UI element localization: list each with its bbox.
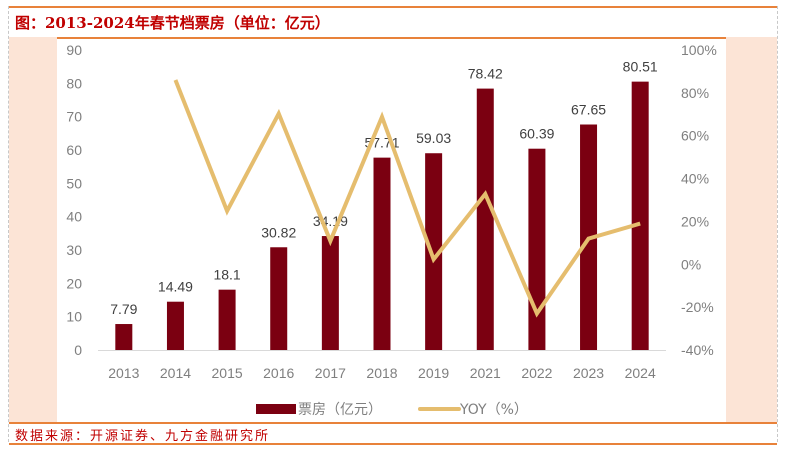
bar-data-label: 18.1 [213, 267, 240, 283]
legend-swatch-bar [256, 404, 296, 414]
x-axis-tick-label: 2019 [418, 365, 449, 381]
frame-border-left [8, 6, 9, 442]
right-axis-tick-label: 80% [681, 85, 709, 101]
bar [115, 324, 133, 350]
left-axis-tick-label: 10 [66, 309, 82, 325]
bar [166, 301, 184, 350]
bar-data-label: 80.51 [623, 59, 658, 75]
source-bar: 数据来源：开源证券、九方金融研究所 [9, 422, 777, 445]
right-axis-ticks: -40% -20% 0% 20% 40% 60% 80% 100% [681, 42, 717, 358]
source-note: 数据来源：开源证券、九方金融研究所 [15, 429, 271, 444]
left-axis-tick-label: 70 [66, 109, 82, 125]
yoy-line [173, 79, 641, 318]
x-axis-tick-label: 2022 [521, 365, 552, 381]
x-axis-tick-label: 2014 [160, 365, 191, 381]
legend: 票房（亿元） YOY（%） [256, 402, 528, 418]
left-axis-tick-label: 60 [66, 142, 82, 158]
right-axis-tick-label: -20% [681, 299, 714, 315]
bar-data-label: 59.03 [416, 130, 451, 146]
right-axis-tick-label: 40% [681, 171, 709, 187]
legend-label-bar: 票房（亿元） [298, 402, 382, 418]
right-axis-tick-label: 20% [681, 213, 709, 229]
bar [528, 148, 546, 350]
bar [631, 81, 649, 350]
bar [425, 153, 443, 350]
chart-title: 图：2013-2024年春节档票房（单位：亿元） [15, 14, 330, 32]
bar [270, 247, 288, 350]
left-axis-tick-label: 20 [66, 275, 82, 291]
x-axis-tick-label: 2023 [573, 365, 604, 381]
bar [373, 157, 391, 350]
bar-series [115, 81, 649, 350]
right-axis-tick-label: 100% [681, 42, 717, 58]
x-axis-tick-label: 2013 [108, 365, 139, 381]
x-axis-tick-label: 2018 [366, 365, 397, 381]
bar-data-label: 14.49 [158, 279, 193, 295]
left-axis-tick-label: 50 [66, 175, 82, 191]
frame-border-right [777, 6, 778, 442]
right-side-panel [726, 37, 777, 422]
bar-data-label: 78.42 [468, 66, 503, 82]
left-axis-tick-label: 30 [66, 242, 82, 258]
x-axis-ticks: 2013 2014 2015 2016 2017 2018 2019 2021 2022 2023… [108, 365, 656, 381]
legend-label-line: YOY（%） [459, 402, 528, 418]
right-axis-tick-label: 60% [681, 128, 709, 144]
x-axis-tick-label: 2016 [263, 365, 294, 381]
title-bar: 图：2013-2024年春节档票房（单位：亿元） [9, 6, 777, 39]
right-axis-tick-label: 0% [681, 256, 701, 272]
bar-data-label: 60.39 [519, 126, 554, 142]
x-axis-tick-label: 2017 [315, 365, 346, 381]
left-axis-tick-label: 40 [66, 209, 82, 225]
bar-data-label: 7.79 [110, 301, 137, 317]
left-axis-tick-label: 80 [66, 75, 82, 91]
x-axis-tick-label: 2015 [212, 365, 243, 381]
x-axis-tick-label: 2024 [625, 365, 656, 381]
bar [218, 289, 236, 350]
x-axis-tick-label: 2021 [470, 365, 501, 381]
line-series [173, 79, 641, 318]
left-side-panel [9, 37, 57, 422]
right-axis-tick-label: -40% [681, 342, 714, 358]
bar-data-label: 67.65 [571, 102, 606, 118]
left-axis-tick-label: 0 [74, 342, 82, 358]
bar [321, 236, 339, 350]
bar [476, 88, 494, 350]
left-axis-ticks: 0 10 20 30 40 50 60 70 80 90 [66, 42, 82, 358]
bar-data-label: 30.82 [261, 224, 296, 240]
left-axis-tick-label: 90 [66, 42, 82, 58]
